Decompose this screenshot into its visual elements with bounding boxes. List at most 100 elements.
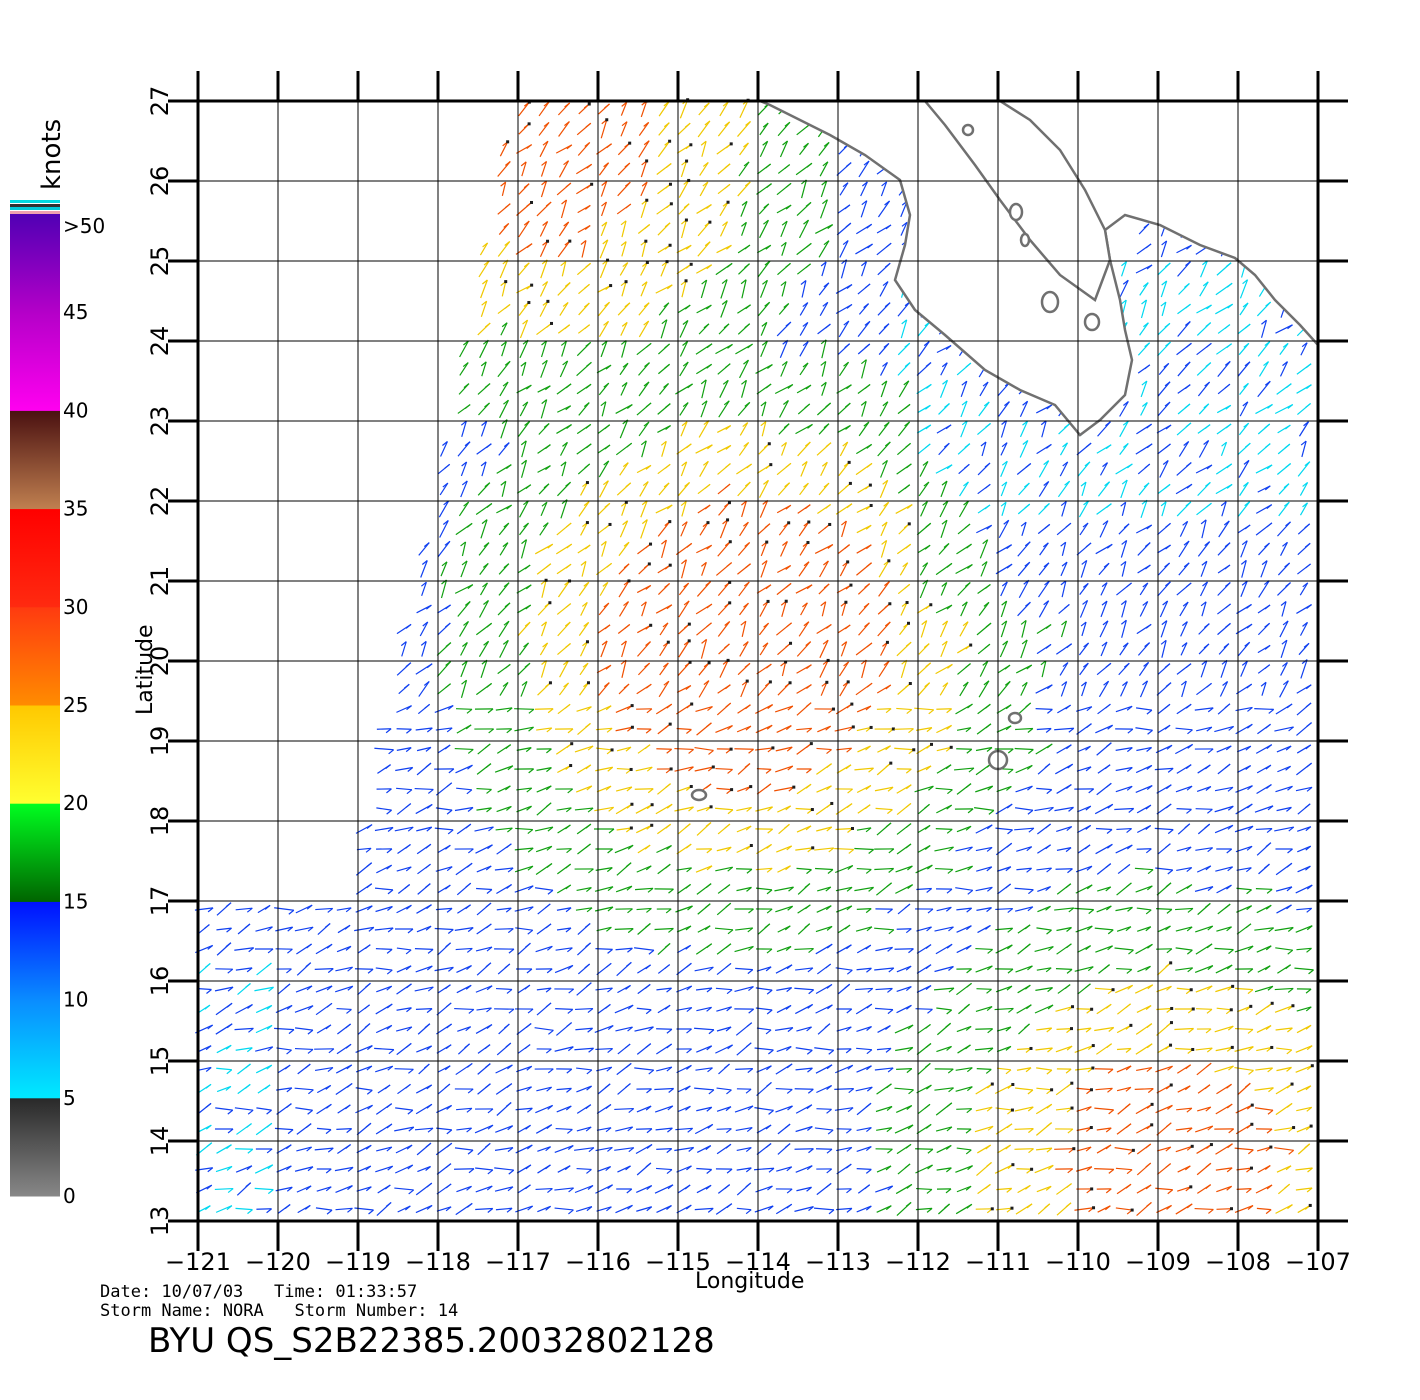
wind-barb xyxy=(777,1123,791,1135)
wind-barb xyxy=(1015,906,1034,912)
wind-barb xyxy=(717,1184,731,1194)
wind-barb xyxy=(1136,524,1153,534)
wind-barb xyxy=(955,563,973,575)
wind-barb xyxy=(294,1005,314,1013)
wind-barb xyxy=(776,204,792,214)
wind-barb xyxy=(896,784,912,794)
wind-barb xyxy=(560,499,568,519)
wind-barb xyxy=(1195,464,1213,474)
wind-barb xyxy=(495,707,513,713)
wind-barb xyxy=(1116,926,1132,932)
wind-barb xyxy=(376,1201,392,1216)
wind-barb xyxy=(1254,805,1274,813)
wind-barb xyxy=(756,244,772,254)
wind-barb xyxy=(414,948,434,954)
wind-barb xyxy=(896,707,913,715)
wind-barb xyxy=(617,984,631,994)
wind-barb xyxy=(620,339,627,358)
wind-barb xyxy=(1196,1008,1213,1014)
wind-barb xyxy=(897,403,911,415)
wind-barb xyxy=(1157,401,1171,417)
wind-barb xyxy=(1055,868,1073,874)
wind-barb xyxy=(656,1066,673,1072)
wind-barb xyxy=(517,1184,531,1194)
wind-barb xyxy=(795,584,813,594)
wind-barb xyxy=(1157,1146,1172,1152)
wind-barb xyxy=(1014,827,1035,833)
wind-barb xyxy=(757,523,771,535)
wind-barb xyxy=(574,745,594,753)
wind-barb xyxy=(1075,884,1093,894)
wind-barb xyxy=(755,987,773,995)
wind-barb xyxy=(1256,842,1272,856)
wind-barb xyxy=(1197,1106,1212,1112)
wind-barb xyxy=(840,259,848,279)
wind-barb xyxy=(658,302,670,316)
wind-barb xyxy=(497,663,511,675)
wind-barb xyxy=(756,966,772,972)
wind-barb xyxy=(314,1147,334,1153)
wind-barb xyxy=(1176,764,1192,774)
wind-barb xyxy=(295,1027,314,1035)
wind-barb xyxy=(576,262,592,276)
wind-barb xyxy=(994,1007,1014,1013)
wind-barb xyxy=(958,1003,970,1015)
wind-barb xyxy=(436,942,452,956)
wind-barb xyxy=(1176,703,1192,715)
wind-barb xyxy=(1017,561,1031,577)
wind-barb xyxy=(1200,260,1208,278)
wind-barb xyxy=(535,863,553,875)
wind-barb xyxy=(681,218,688,239)
wind-barb xyxy=(1079,662,1089,676)
wind-barb xyxy=(839,441,849,457)
wind-barb xyxy=(1215,964,1233,974)
wind-barb xyxy=(1215,1143,1233,1155)
wind-barb xyxy=(656,844,672,854)
wind-barb xyxy=(1236,923,1252,935)
wind-barb xyxy=(700,379,707,399)
wind-barb xyxy=(1195,985,1213,993)
wind-barb xyxy=(516,805,532,813)
wind-barb xyxy=(680,421,688,437)
wind-barb xyxy=(838,544,850,554)
wind-barb xyxy=(235,1207,253,1215)
wind-barb xyxy=(556,603,572,615)
wind-barb xyxy=(916,1187,933,1194)
wind-barb xyxy=(1096,444,1112,454)
wind-barb xyxy=(757,680,772,697)
wind-barb xyxy=(820,199,828,219)
wind-barb xyxy=(737,662,751,676)
wind-barb xyxy=(496,1102,512,1116)
wind-barb xyxy=(716,1026,732,1032)
wind-barb xyxy=(919,460,929,477)
wind-barb xyxy=(496,884,512,894)
wind-barb xyxy=(237,923,251,935)
wind-barb xyxy=(276,1144,292,1154)
wind-barb xyxy=(1176,582,1192,596)
wind-barb xyxy=(277,1203,291,1215)
wind-barb xyxy=(1078,500,1090,518)
wind-barb xyxy=(374,1047,395,1055)
wind-barb xyxy=(1157,703,1171,715)
wind-barb xyxy=(800,461,808,477)
wind-barb xyxy=(816,1148,833,1154)
wind-barb xyxy=(598,103,610,115)
wind-barb xyxy=(596,664,612,674)
wind-barb xyxy=(315,907,334,913)
wind-barb xyxy=(439,482,449,496)
wind-barb xyxy=(1216,404,1232,414)
latitude-tick-label: 20 xyxy=(146,646,174,677)
wind-barb xyxy=(479,242,489,256)
wind-barb xyxy=(1196,342,1212,356)
wind-barb xyxy=(654,1087,675,1093)
wind-barb xyxy=(236,1123,252,1135)
wind-barb xyxy=(357,982,371,996)
wind-barb xyxy=(395,766,414,772)
wind-barb xyxy=(497,963,511,975)
wind-barb xyxy=(616,1188,633,1194)
wind-barb xyxy=(1100,641,1108,657)
wind-barb xyxy=(456,1107,473,1113)
wind-barb xyxy=(656,748,673,754)
wind-barb xyxy=(718,323,730,335)
wind-barb xyxy=(520,459,528,478)
